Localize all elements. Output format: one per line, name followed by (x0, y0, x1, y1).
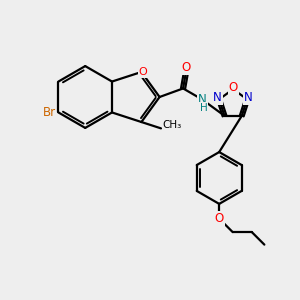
Text: O: O (182, 61, 191, 74)
Text: H: H (200, 103, 208, 113)
Text: Br: Br (42, 106, 56, 119)
Text: O: O (214, 212, 224, 225)
Text: N: N (198, 93, 207, 106)
Text: O: O (229, 81, 238, 94)
Text: N: N (213, 92, 222, 104)
Text: CH₃: CH₃ (163, 120, 182, 130)
Text: O: O (139, 67, 147, 77)
Text: N: N (244, 92, 253, 104)
